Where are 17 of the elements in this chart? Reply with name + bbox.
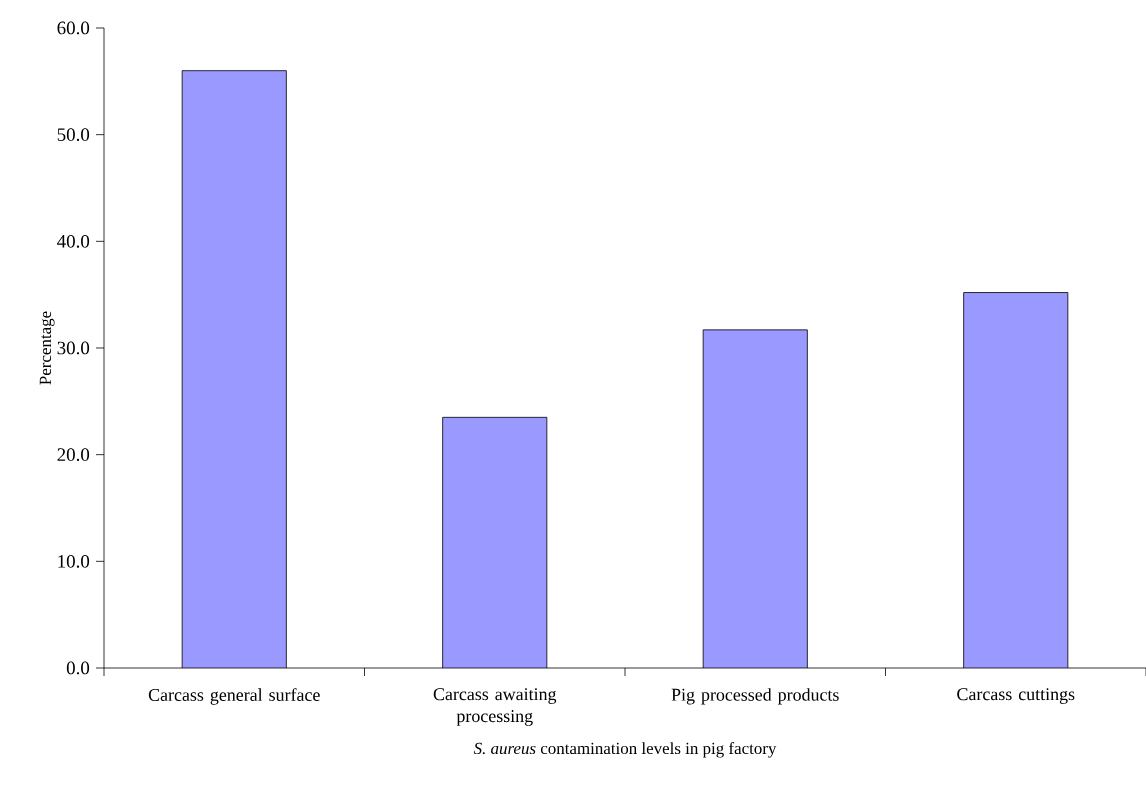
x-tick-label: Carcass general surface [148,688,320,705]
bar [703,329,808,668]
x-tick-label: Carcass awaiting processing [433,688,557,726]
x-tick-label: Carcass cuttings [957,688,1075,704]
y-tick-label: 0.0 [66,661,90,675]
bar [963,292,1069,668]
bar [442,417,547,668]
y-axis-title: Percentage [39,311,55,385]
y-tick-label: 20.0 [57,448,90,462]
x-axis-title: S. aureus contamination levels in pig factory [473,742,777,758]
y-tick-label: 60.0 [57,21,90,35]
x-tick-label: Pig processed products [671,688,839,705]
y-tick-label: 30.0 [57,341,90,355]
y-tick-label: 10.0 [58,554,90,568]
y-tick-label: 50.0 [57,128,90,142]
y-tick-label: 40.0 [57,234,90,248]
bar [182,70,287,668]
